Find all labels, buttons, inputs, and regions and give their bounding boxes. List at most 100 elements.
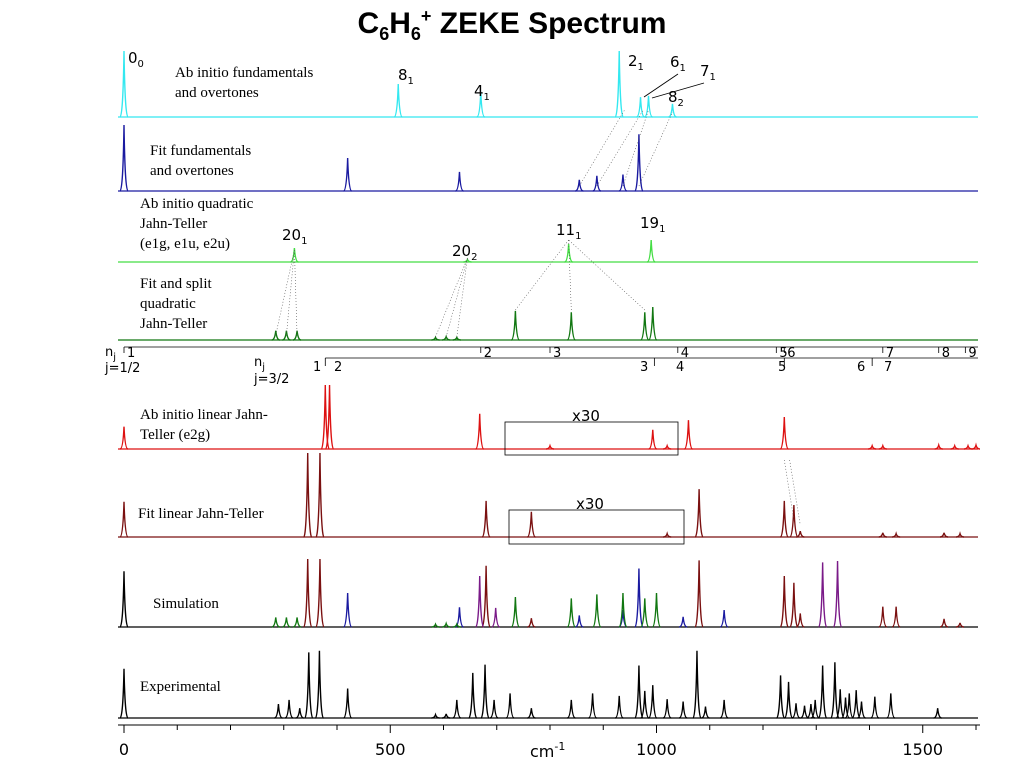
x30-label: x30 [572,407,600,425]
panel-4-peak [971,442,981,450]
panel-7-peak [480,664,490,719]
peak-label-2-1: 21 [628,52,644,73]
simulation-component-0-peak [796,613,805,628]
panel-4-peak [779,416,789,450]
panel-4-label: Teller (e2g) [140,427,210,443]
panel-5-label: Fit linear Jahn-Teller [138,506,264,522]
nj-j32-tick-label-5: 5 [778,360,786,375]
correlation-dotted-line [286,249,295,336]
panel-4-peak [648,429,658,450]
simulation-component-2-peak [282,617,291,628]
annotation-arrow [651,82,705,99]
panel-7-peak [701,706,710,719]
simulation-component-2-peak [452,622,461,628]
simulation-component-2-peak [652,592,661,628]
simulation-component-3-peak [491,607,500,628]
correlation-dotted-line [456,257,468,338]
panel-7-peak [870,696,880,719]
panel-0-peak [668,103,677,118]
simulation-component-1-peak [719,609,729,628]
panel-0-peak [614,50,624,118]
panel-7-peak [648,685,658,719]
simulation-component-2-peak [292,617,302,628]
chart-title: C6H6+ ZEKE Spectrum [357,6,667,44]
simulation-component-2-peak [511,597,520,628]
panel-7-peak [791,703,801,719]
panel-7-peak [588,693,597,719]
panel-7-peak [304,652,314,719]
panel-7-label: Experimental [140,679,221,695]
panel-5-peak [779,500,789,538]
panel-7-peak [810,699,820,719]
x30-box [508,509,685,545]
panel-7-peak [489,699,499,719]
panel-4-peak [663,443,672,450]
panel-7-peak [933,708,942,719]
panel-6-peak [119,571,129,628]
x-axis-label: cm-1 [530,740,565,761]
panel-2-label: Jahn-Teller [140,216,207,232]
simulation-component-0-peak [789,582,799,628]
panel-5-peak [955,531,965,538]
panel-3-peak [640,312,650,341]
panel-5-peak [789,505,799,538]
panel-4-peak [324,384,335,450]
panel-1-peak [455,171,464,192]
panel-5-peak [315,452,325,538]
correlation-dotted-line [568,239,645,311]
panel-7-peak [468,672,478,719]
panel-4-peak [934,442,943,450]
peak-label-8-1: 81 [398,66,414,87]
panel-0-label: and overtones [175,85,259,101]
panel-2-label: Ab initio quadratic [140,196,254,212]
panel-7-peak [806,704,816,719]
panel-0-peak [476,91,486,118]
panel-4-peak [963,443,973,450]
nj-tick-label-2: 2 [484,346,492,361]
nj-tick-label-5: 5 [779,346,787,361]
panel-2-peak [646,239,656,263]
panel-7-peak [343,688,353,719]
panel-3-label: Fit and split [140,276,213,292]
panel-3-label: quadratic [140,296,196,312]
panel-5-peak [939,532,949,538]
correlation-dotted-line [579,109,625,187]
panel-5-peak [796,530,805,538]
panel-1-peak [618,174,628,192]
panel-7-peak [527,708,536,719]
panel-3-label: Jahn-Teller [140,316,207,332]
panel-7-peak [274,704,283,719]
annotation-arrow [643,73,679,98]
simulation-component-3-peak [817,562,828,628]
panel-1-peak [119,124,129,192]
panel-7-peak [614,695,624,719]
panel-3-peak [452,335,461,341]
peak-label-20-1: 201 [282,226,307,247]
x-tick-label-0: 0 [119,740,129,759]
panel-7-peak [775,675,786,719]
panel-7-peak [857,701,866,719]
correlation-dotted-line [445,257,468,338]
panel-5-peak [119,501,129,538]
nj-j32-tick-label-3: 3 [640,360,648,375]
panel-5-peak [878,532,887,538]
peak-label-11-1: 111 [556,221,581,242]
nj-tick-label-1: 1 [127,346,135,361]
panel-7-peak [442,713,451,719]
nj-j32-tick-label-4: 4 [676,360,684,375]
simulation-component-0-peak [939,618,949,628]
panel-3-peak [282,330,291,341]
panel-4-peak [684,420,693,450]
panel-6-label: Simulation [153,596,219,612]
panel-7-peak [719,699,729,719]
panel-7-peak [119,668,129,719]
panel-4-peak [119,426,129,450]
panel-7-peak [452,699,462,719]
peak-label-4-1: 41 [474,82,490,103]
correlation-dotted-line [784,459,795,521]
panel-4-peak [878,443,887,450]
peak-label-19-1: 191 [640,214,665,235]
simulation-component-1-peak [678,616,688,628]
panel-3-peak [271,330,280,341]
panel-1-label: and overtones [150,163,234,179]
